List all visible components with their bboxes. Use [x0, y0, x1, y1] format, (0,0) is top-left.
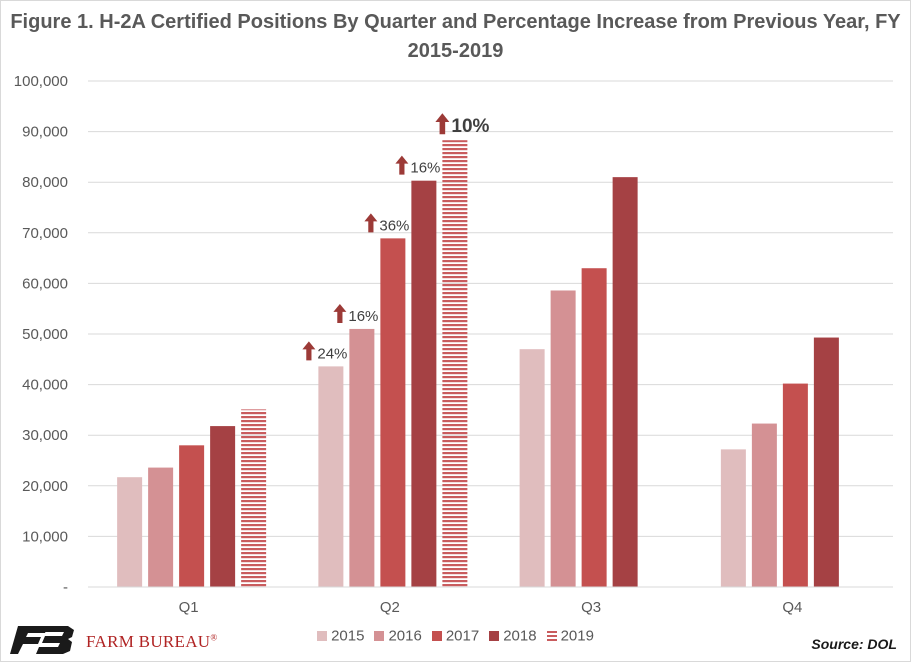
- legend-swatch: [546, 631, 557, 642]
- bar-2017-q1: [179, 445, 205, 587]
- bar-2016-q3: [550, 290, 576, 587]
- y-tick-label: 50,000: [22, 326, 68, 343]
- up-arrow-icon: [364, 213, 378, 233]
- bar-2018-q4: [813, 337, 839, 587]
- x-tick-label: Q4: [782, 599, 802, 616]
- source-note: Source: DOL: [811, 636, 897, 652]
- chart-title: Figure 1. H-2A Certified Positions By Qu…: [10, 11, 901, 62]
- legend-label: 2019: [560, 627, 594, 645]
- legend-swatch: [374, 631, 385, 642]
- up-arrow-icon: [435, 113, 450, 135]
- bar-2016-q2: [349, 328, 375, 587]
- chart-legend: 2015 2016 2017 2018 2019: [0, 627, 911, 645]
- legend-item-2018: 2018: [489, 627, 537, 645]
- pct-increase-label: 24%: [317, 345, 347, 362]
- x-tick-label: Q2: [380, 599, 400, 616]
- pct-increase-label: 10%: [451, 116, 489, 137]
- fb-logo-icon: [10, 626, 74, 654]
- y-tick-label: 60,000: [22, 275, 68, 292]
- up-arrow-icon: [395, 155, 409, 175]
- y-tick-label: 80,000: [22, 174, 68, 191]
- bar-2018-q1: [210, 426, 236, 587]
- legend-swatch: [317, 631, 328, 642]
- bar-2019-q1: [241, 409, 267, 587]
- up-arrow-icon: [333, 303, 347, 323]
- x-tick-label: Q1: [179, 599, 199, 616]
- bar-2015-q4: [720, 449, 746, 587]
- bar-2019-q2: [442, 140, 468, 587]
- x-tick-label: Q3: [581, 599, 601, 616]
- pct-increase-label: 16%: [410, 160, 440, 177]
- y-tick-label: 70,000: [22, 225, 68, 242]
- bar-2016-q1: [148, 467, 174, 587]
- bar-2015-q3: [519, 349, 545, 587]
- y-tick-label: 30,000: [22, 427, 68, 444]
- legend-swatch: [489, 631, 500, 642]
- bar-2018-q3: [612, 177, 638, 587]
- y-tick-label: 40,000: [22, 377, 68, 394]
- legend-label: 2018: [503, 627, 537, 645]
- y-tick-label: -: [63, 579, 68, 596]
- legend-item-2015: 2015: [317, 627, 364, 645]
- legend-label: 2016: [388, 627, 422, 645]
- bar-2017-q3: [581, 268, 607, 587]
- bar-2015-q2: [318, 366, 344, 587]
- y-tick-label: 90,000: [22, 124, 68, 141]
- bar-2015-q1: [117, 477, 143, 587]
- legend-item-2017: 2017: [431, 627, 480, 645]
- y-tick-label: 20,000: [22, 478, 68, 495]
- up-arrow-icon: [302, 341, 316, 361]
- pct-increase-label: 16%: [348, 308, 378, 325]
- bar-2018-q2: [411, 180, 437, 587]
- logo-text: FARM BUREAU®: [86, 632, 218, 651]
- legend-item-2016: 2016: [374, 627, 422, 645]
- legend-label: 2015: [331, 627, 365, 645]
- y-tick-label: 10,000: [22, 528, 68, 545]
- bar-2017-q4: [782, 383, 808, 587]
- bar-2017-q2: [380, 238, 406, 587]
- legend-swatch: [431, 631, 442, 642]
- legend-item-2019: 2019: [546, 627, 594, 645]
- pct-increase-label: 36%: [379, 217, 409, 234]
- legend-label: 2017: [445, 627, 480, 645]
- bar-2016-q4: [751, 423, 777, 587]
- y-tick-label: 100,000: [14, 73, 68, 90]
